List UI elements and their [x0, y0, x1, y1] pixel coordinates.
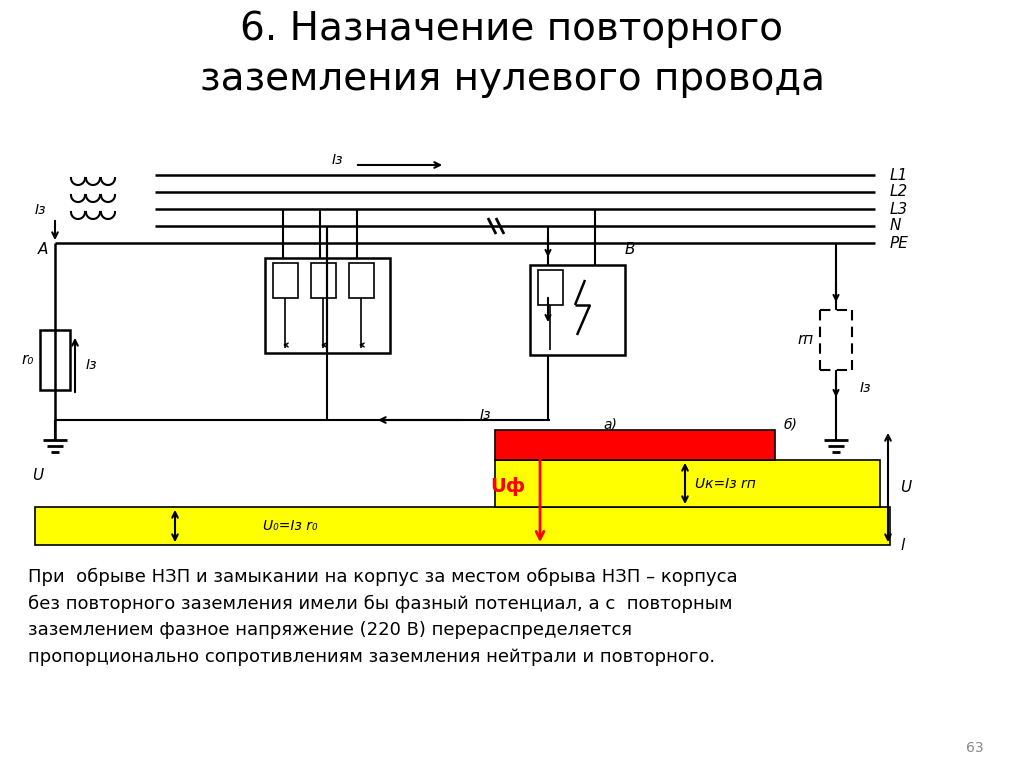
- Text: При  обрыве НЗП и замыкании на корпус за местом обрыва НЗП – корпуса
без повторн: При обрыве НЗП и замыкании на корпус за …: [28, 568, 737, 666]
- Bar: [349, 263, 374, 298]
- Text: r₀: r₀: [22, 353, 34, 367]
- Text: L2: L2: [890, 185, 908, 199]
- Text: PE: PE: [890, 235, 909, 251]
- Text: L1: L1: [890, 167, 908, 183]
- Text: Iз: Iз: [332, 153, 343, 167]
- Bar: [495, 460, 880, 507]
- Bar: [311, 263, 336, 298]
- Text: а): а): [603, 418, 616, 432]
- Text: Iз: Iз: [86, 358, 97, 372]
- Text: N: N: [890, 219, 901, 233]
- Text: Iз: Iз: [34, 203, 46, 217]
- Bar: [40, 330, 70, 390]
- Bar: [495, 430, 775, 460]
- Text: l: l: [900, 538, 904, 552]
- Bar: [273, 263, 298, 298]
- Text: L3: L3: [890, 202, 908, 216]
- Text: Iз: Iз: [860, 381, 871, 395]
- Text: б): б): [783, 418, 797, 432]
- Text: Uк=Iз rп: Uк=Iз rп: [695, 477, 756, 491]
- Text: U₀=Iз r₀: U₀=Iз r₀: [263, 519, 317, 533]
- Bar: [530, 265, 625, 355]
- Text: Iз: Iз: [480, 408, 492, 422]
- Text: U: U: [900, 479, 911, 495]
- Text: Uф: Uф: [489, 478, 525, 496]
- Text: A: A: [38, 242, 48, 258]
- Text: B: B: [625, 242, 635, 258]
- Bar: [538, 270, 563, 305]
- Bar: [35, 507, 890, 545]
- Text: заземления нулевого провода: заземления нулевого провода: [200, 60, 824, 98]
- Text: rп: rп: [798, 333, 814, 347]
- Text: 6. Назначение повторного: 6. Назначение повторного: [241, 10, 783, 48]
- Bar: [265, 258, 390, 353]
- Text: 63: 63: [967, 741, 984, 755]
- Text: U: U: [33, 468, 44, 482]
